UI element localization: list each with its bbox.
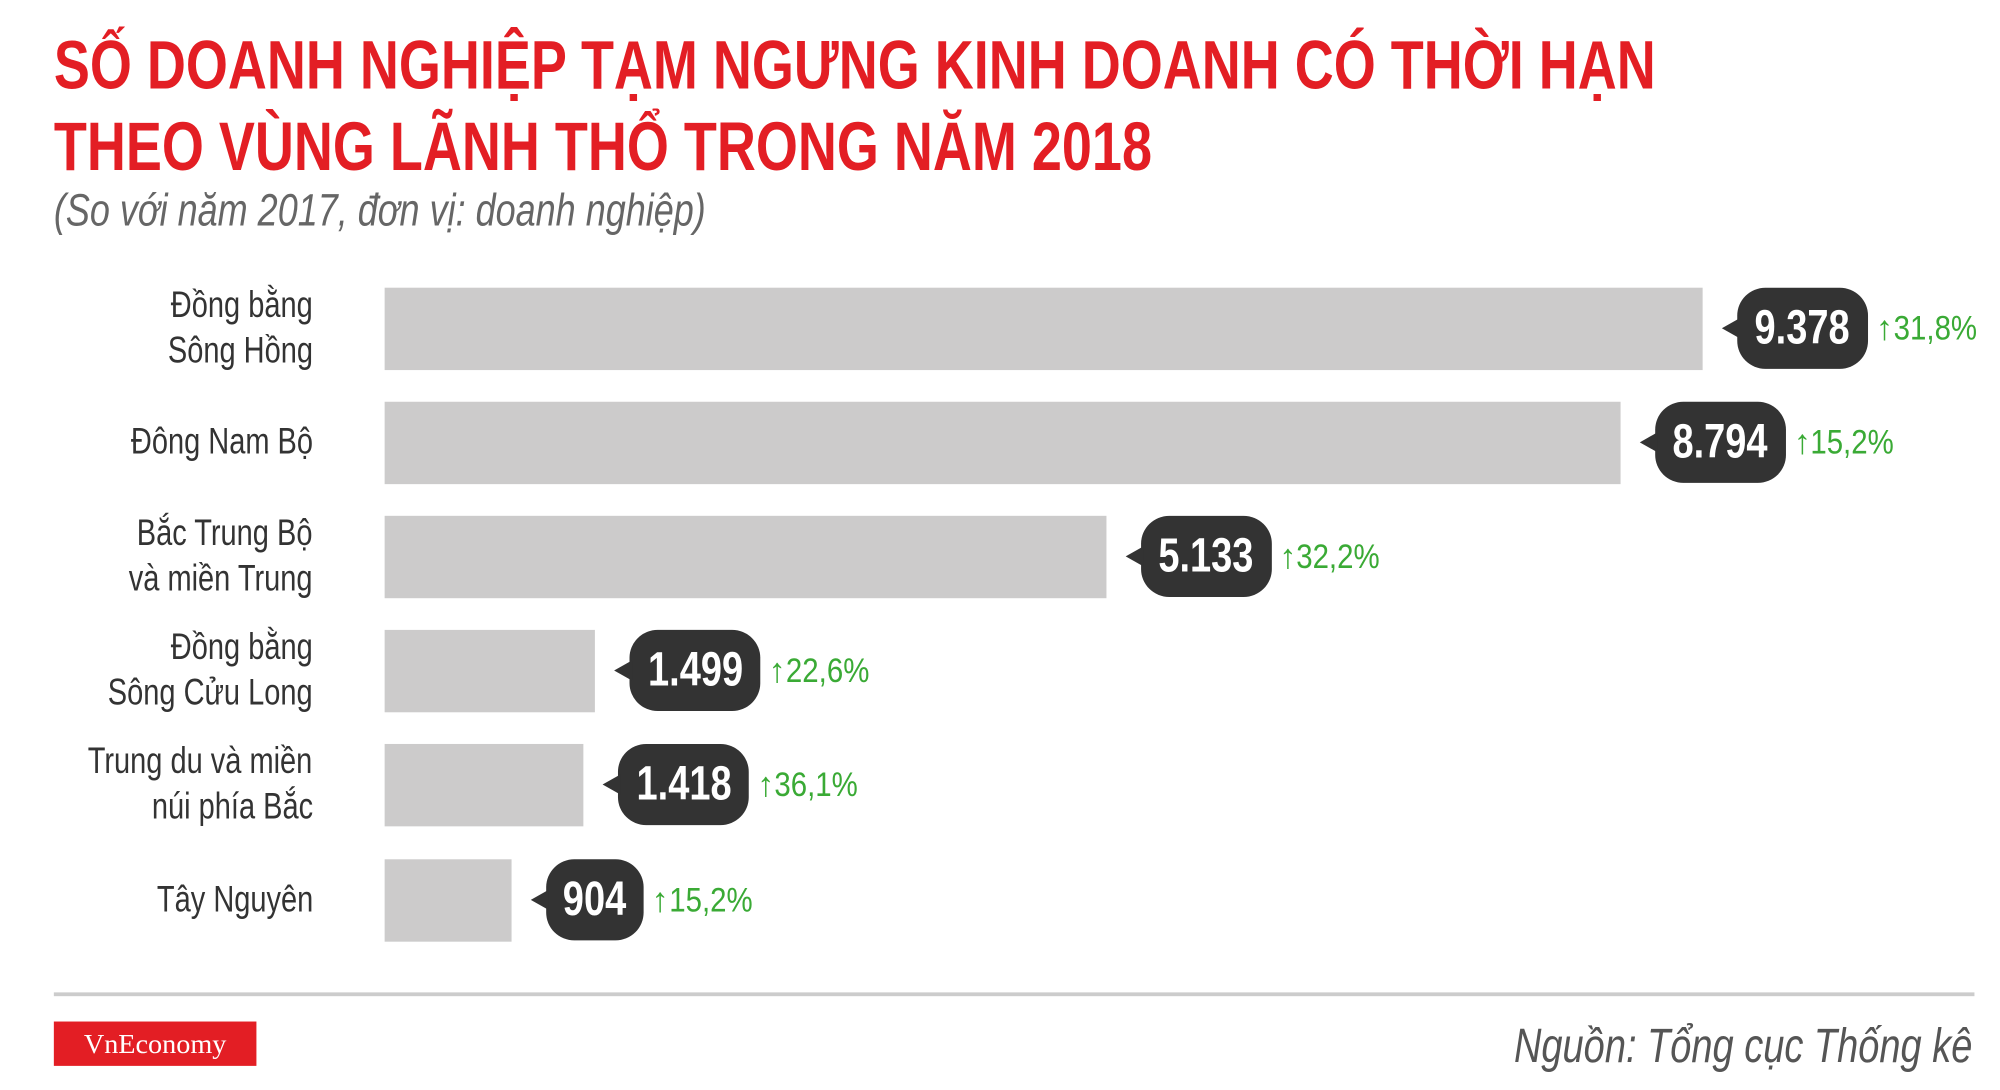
bar: [384, 743, 584, 827]
title-line-1: SỐ DOANH NGHIỆP TẠM NGƯNG KINH DOANH CÓ …: [53, 27, 1656, 104]
value-label: 1.418: [603, 743, 750, 826]
category-label: Tây Nguyên: [156, 879, 313, 921]
value-label: 9.378: [1721, 287, 1869, 369]
category-label: Bắc Trung Bộ và miền Trung: [129, 513, 313, 600]
bar: [384, 287, 1703, 371]
arrow-up-icon: ↑: [1279, 537, 1297, 576]
change-label: ↑15,2%: [651, 880, 753, 919]
title-line-2: THEO VÙNG LÃNH THỔ TRONG NĂM 2018: [53, 108, 1152, 186]
arrow-up-icon: ↑: [768, 651, 786, 690]
divider: [53, 992, 1975, 997]
vneconomy-logo: VnEconomy: [53, 1021, 257, 1066]
change-label: ↑22,6%: [768, 651, 870, 690]
bar: [384, 401, 1621, 485]
value-label: 5.133: [1125, 515, 1272, 597]
arrow-up-icon: ↑: [651, 880, 669, 919]
arrow-up-icon: ↑: [1875, 309, 1894, 348]
change-label: ↑36,1%: [756, 765, 858, 804]
source-note: Nguồn: Tổng cục Thống kê: [1513, 1020, 1972, 1074]
value-label: 904: [530, 859, 644, 941]
arrow-up-icon: ↑: [756, 765, 775, 804]
category-label: Đồng bằng Sông Cửu Long: [107, 627, 313, 714]
value-label: 8.794: [1639, 401, 1786, 483]
bar: [384, 629, 596, 713]
bar: [384, 859, 512, 942]
category-label: Đồng bằng Sông Hồng: [167, 285, 313, 372]
value-label: 1.499: [614, 629, 761, 712]
category-label: Trung du và miền núi phía Bắc: [88, 741, 313, 828]
subtitle: (So với năm 2017, đơn vị: doanh nghiệp): [53, 183, 706, 236]
arrow-up-icon: ↑: [1793, 423, 1811, 462]
category-label: Đông Nam Bộ: [130, 422, 313, 463]
bar: [384, 515, 1107, 599]
change-label: ↑32,2%: [1279, 537, 1380, 576]
change-label: ↑15,2%: [1793, 423, 1895, 462]
change-label: ↑31,8%: [1875, 309, 1977, 348]
